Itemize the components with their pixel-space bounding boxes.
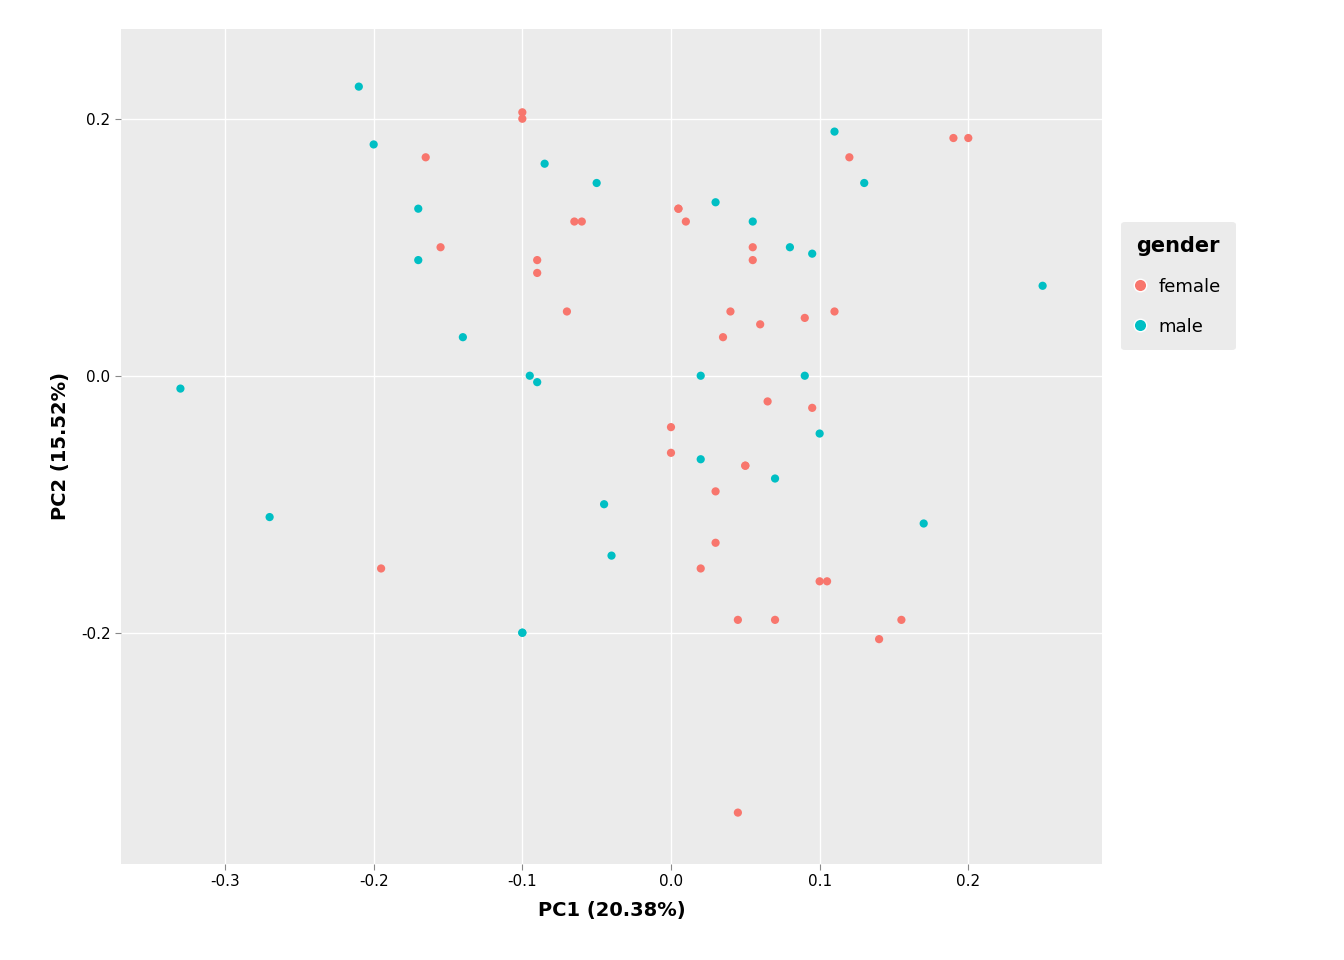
Point: [742, 252, 763, 268]
Point: [704, 535, 726, 550]
Point: [593, 496, 614, 512]
Point: [1032, 278, 1054, 294]
Point: [750, 317, 771, 332]
Point: [563, 214, 585, 229]
Point: [704, 195, 726, 210]
Point: [371, 561, 392, 576]
Point: [586, 176, 607, 191]
Point: [727, 612, 749, 628]
Point: [719, 303, 741, 319]
X-axis label: PC1 (20.38%): PC1 (20.38%): [538, 900, 685, 920]
Point: [689, 451, 711, 467]
Legend: female, male: female, male: [1121, 222, 1235, 350]
Point: [809, 426, 831, 442]
Point: [727, 804, 749, 820]
Point: [735, 458, 757, 473]
Point: [868, 632, 890, 647]
Point: [704, 484, 726, 499]
Point: [169, 381, 191, 396]
Point: [742, 214, 763, 229]
Point: [757, 394, 778, 409]
Point: [891, 612, 913, 628]
Point: [660, 445, 681, 461]
Point: [660, 420, 681, 435]
Point: [259, 510, 281, 525]
Point: [824, 303, 845, 319]
Point: [601, 548, 622, 564]
Point: [794, 368, 816, 383]
Point: [668, 201, 689, 216]
Point: [675, 214, 696, 229]
Point: [712, 329, 734, 345]
Point: [527, 252, 548, 268]
Point: [942, 131, 964, 146]
Point: [512, 625, 534, 640]
Point: [765, 470, 786, 486]
Point: [415, 150, 437, 165]
Point: [430, 240, 452, 255]
Point: [853, 176, 875, 191]
Point: [556, 303, 578, 319]
Point: [534, 156, 555, 172]
Point: [512, 111, 534, 127]
Point: [527, 265, 548, 280]
Point: [765, 612, 786, 628]
Point: [742, 240, 763, 255]
Point: [824, 124, 845, 139]
Point: [512, 625, 534, 640]
Point: [348, 79, 370, 94]
Point: [527, 374, 548, 390]
Point: [571, 214, 593, 229]
Point: [809, 574, 831, 589]
Point: [794, 310, 816, 325]
Point: [512, 105, 534, 120]
Point: [839, 150, 860, 165]
Point: [780, 240, 801, 255]
Point: [668, 201, 689, 216]
Point: [801, 400, 823, 416]
Point: [801, 246, 823, 261]
Point: [689, 561, 711, 576]
Point: [735, 458, 757, 473]
Point: [519, 368, 540, 383]
Point: [816, 574, 837, 589]
Point: [407, 252, 429, 268]
Point: [913, 516, 934, 531]
Point: [452, 329, 473, 345]
Point: [407, 201, 429, 216]
Point: [689, 368, 711, 383]
Point: [957, 131, 978, 146]
Point: [363, 136, 384, 152]
Y-axis label: PC2 (15.52%): PC2 (15.52%): [51, 372, 70, 520]
